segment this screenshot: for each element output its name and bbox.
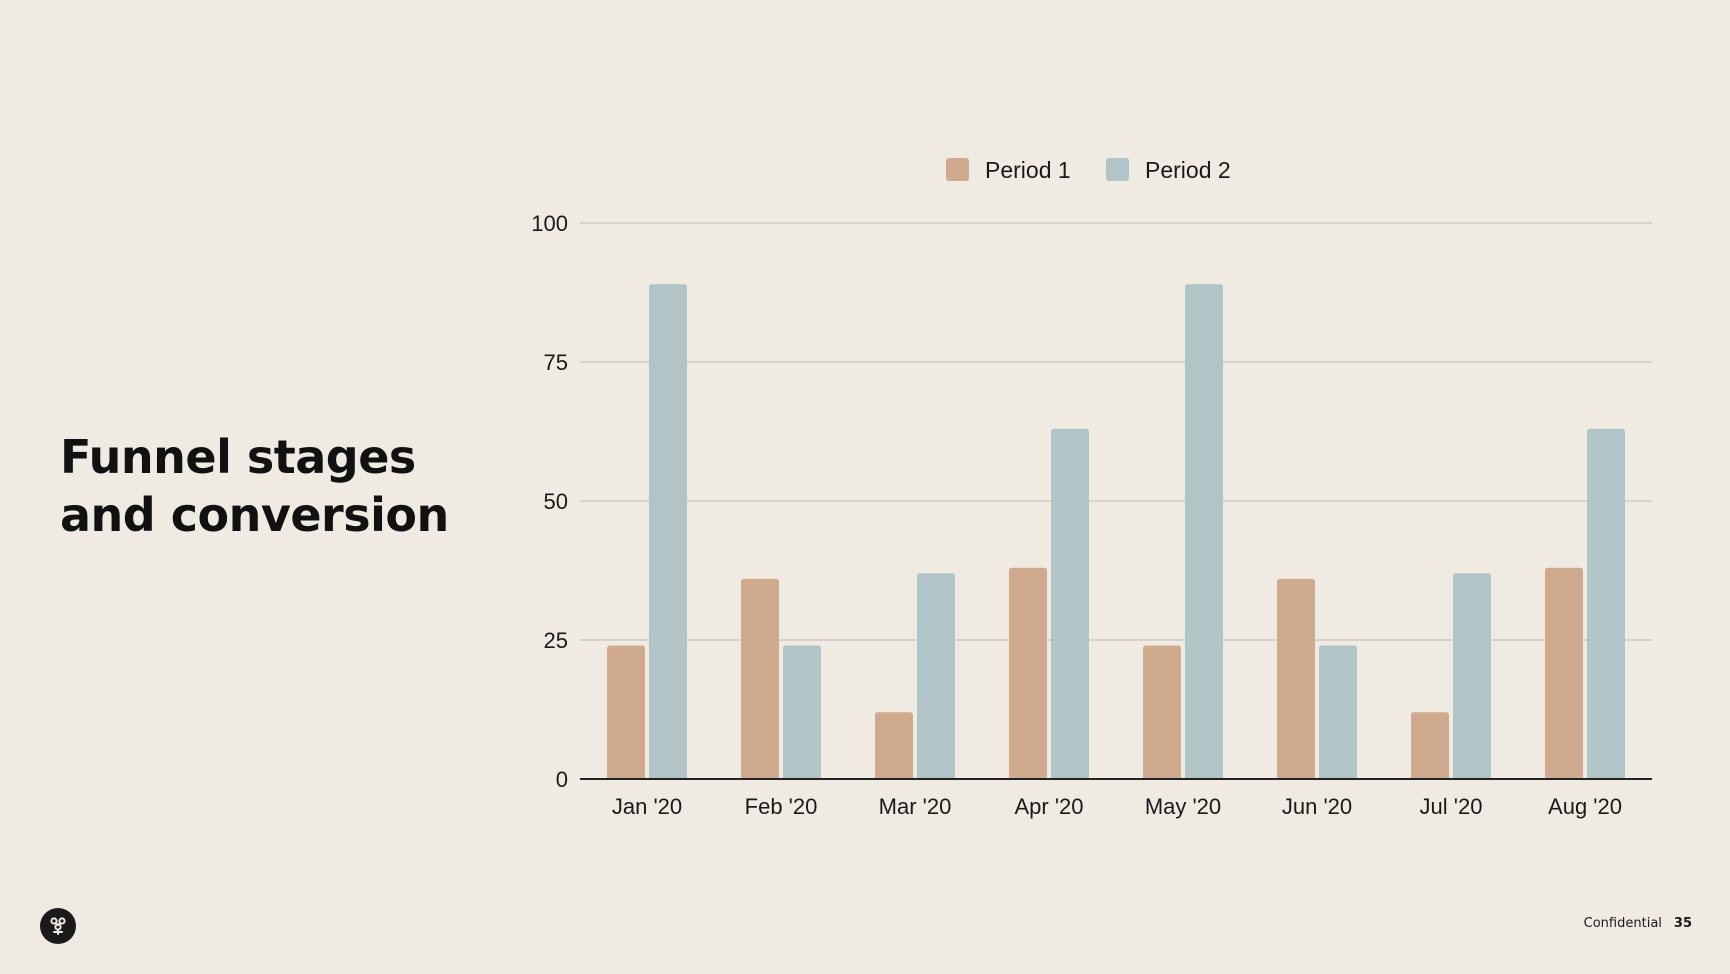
bar-period-2	[649, 284, 687, 779]
x-tick-label: Apr '20	[1014, 794, 1083, 819]
x-tick-label: May '20	[1145, 794, 1221, 819]
bar-period-2	[917, 573, 955, 779]
bar-period-1	[1143, 645, 1181, 779]
y-tick-label: 75	[544, 350, 568, 375]
confidential-label: Confidential	[1583, 916, 1662, 931]
bar-period-2	[1319, 645, 1357, 779]
bar-period-1	[607, 645, 645, 779]
bar-period-1	[1411, 712, 1449, 779]
legend-swatch-period-2	[1106, 158, 1129, 181]
y-tick-label: 100	[531, 211, 568, 236]
bar-period-2	[1051, 428, 1089, 779]
page-number: 35	[1673, 916, 1692, 931]
legend-label-period-2: Period 2	[1145, 157, 1231, 183]
slide-title: Funnel stages and conversion	[60, 428, 480, 544]
bar-period-1	[875, 712, 913, 779]
bar-period-2	[1453, 573, 1491, 779]
x-tick-label: Feb '20	[745, 794, 818, 819]
bar-period-1	[1009, 567, 1047, 779]
x-tick-label: Jul '20	[1420, 794, 1483, 819]
y-tick-label: 50	[544, 489, 568, 514]
title-line-1: Funnel stages	[60, 430, 416, 484]
bar-period-2	[1587, 428, 1625, 779]
title-line-2: and conversion	[60, 488, 449, 542]
bar-period-1	[741, 578, 779, 779]
y-tick-label: 0	[556, 767, 568, 792]
legend-label-period-1: Period 1	[985, 157, 1071, 183]
x-tick-label: Aug '20	[1548, 794, 1622, 819]
x-tick-label: Mar '20	[879, 794, 952, 819]
footer: Confidential 35	[1584, 916, 1692, 931]
x-tick-label: Jun '20	[1282, 794, 1352, 819]
bar-period-2	[1185, 284, 1223, 779]
tree-logo-icon	[40, 908, 76, 944]
x-tick-label: Jan '20	[612, 794, 682, 819]
bar-period-1	[1277, 578, 1315, 779]
legend-swatch-period-1	[946, 158, 969, 181]
y-tick-label: 25	[544, 628, 568, 653]
bar-period-2	[783, 645, 821, 779]
bar-period-1	[1545, 567, 1583, 779]
